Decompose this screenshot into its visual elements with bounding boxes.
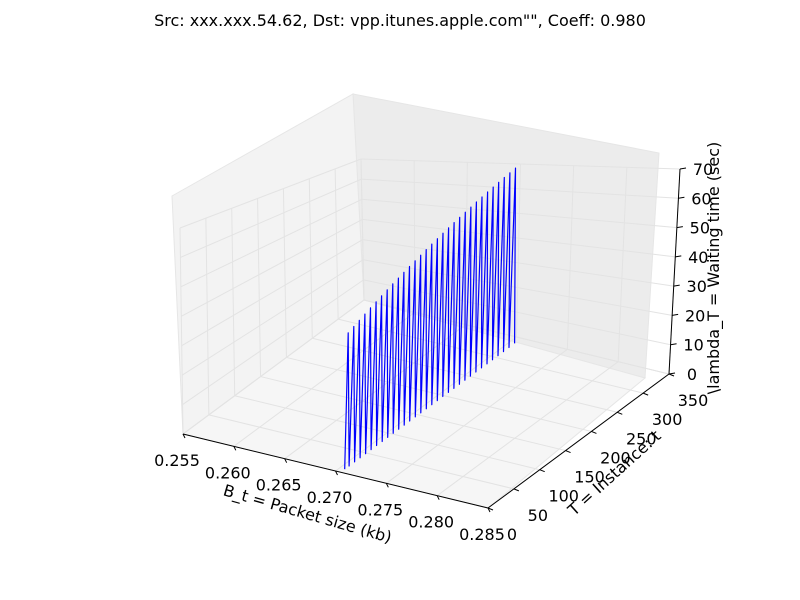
z-grid-line-left <box>180 198 363 288</box>
z-grid-line-back <box>361 178 679 199</box>
y-tick-label: 150 <box>574 468 605 487</box>
z-tick-mark <box>673 284 680 287</box>
z-tick-label: 0 <box>687 365 697 384</box>
x-grid-line-wall <box>566 165 575 350</box>
y-tick-label: 250 <box>626 429 657 448</box>
x-tick-mark <box>284 458 288 463</box>
x-grid-line-floor <box>386 348 568 484</box>
z-tick-mark <box>679 167 687 170</box>
z-grid-line-back <box>362 218 676 258</box>
y-tick-mark <box>513 488 520 492</box>
z-tick-mark <box>675 255 682 258</box>
z-axis-label: \lambda_T = Waiting time (sec) <box>704 142 724 395</box>
z-grid-line-left <box>182 279 364 405</box>
y-tick-mark <box>539 469 545 473</box>
y-tick-label: 50 <box>528 506 548 525</box>
z-tick-mark <box>672 313 679 316</box>
z-grid-line-back <box>362 239 674 287</box>
y-grid-line-floor <box>260 376 566 452</box>
x-grid-line-wall <box>465 162 468 325</box>
x-tick-label: 0.255 <box>154 451 200 470</box>
y-tick-mark <box>591 430 597 434</box>
y-tick-mark <box>642 392 649 396</box>
x-tick-label: 0.260 <box>205 463 251 482</box>
y-grid-line-wall <box>360 158 365 301</box>
y-grid-line-wall <box>179 227 184 435</box>
chart-title: Src: xxx.xxx.54.62, Dst: vpp.itunes.appl… <box>154 11 646 30</box>
z-tick-label: 10 <box>683 336 703 355</box>
x-grid-line-wall <box>617 167 628 362</box>
z-grid-line-left <box>180 178 362 258</box>
x-tick-label: 0.275 <box>357 500 403 519</box>
y-grid-line-wall <box>308 178 313 339</box>
z-grid-line-back <box>360 158 681 170</box>
y-grid-line-wall <box>257 198 262 377</box>
x-tick-label: 0.285 <box>459 525 505 544</box>
z-grid-line-left <box>182 299 365 435</box>
x-grid-line-floor <box>436 361 619 497</box>
y-grid-line-wall <box>231 208 236 396</box>
z-tick-label: 60 <box>691 189 711 208</box>
series-group <box>344 167 517 470</box>
z-tick-mark <box>670 343 677 346</box>
y-tick-mark <box>487 507 494 511</box>
x-tick-label: 0.270 <box>307 488 353 507</box>
y-tick-label: 200 <box>600 448 631 467</box>
y-tick-label: 0 <box>507 525 517 544</box>
x-grid-line-wall <box>516 163 521 338</box>
y-tick-label: 350 <box>678 391 709 410</box>
x-grid-line-floor <box>284 324 466 460</box>
y-grid-line-wall <box>205 218 210 415</box>
y-tick-mark <box>565 450 571 454</box>
z-grid-line-left <box>181 259 364 376</box>
z-tick-label: 20 <box>685 306 705 325</box>
x-tick-mark <box>385 483 389 488</box>
x-tick-mark <box>335 470 338 476</box>
y-grid-line-floor <box>286 356 592 432</box>
z-grid-line-back <box>361 198 677 229</box>
z-grid-line-left <box>181 239 363 347</box>
x-tick-mark <box>182 433 186 439</box>
x-grid-line-floor <box>233 311 416 447</box>
z-tick-mark <box>676 226 683 229</box>
x-tick-label: 0.280 <box>408 513 454 532</box>
z-grid-line-left <box>179 158 362 229</box>
z-tick-label: 50 <box>690 219 710 238</box>
y-grid-line-floor <box>208 414 514 490</box>
z-tick-label: 40 <box>688 248 708 267</box>
z-tick-mark <box>668 372 676 375</box>
y-tick-label: 100 <box>548 487 579 506</box>
y-tick-label: 300 <box>652 410 683 429</box>
y-tick-mark <box>617 411 623 415</box>
y-axis-line <box>487 373 670 509</box>
z-tick-label: 70 <box>693 160 713 179</box>
y-grid-line-wall <box>282 188 287 358</box>
x-tick-mark <box>233 446 237 451</box>
y-grid-line-floor <box>338 318 644 394</box>
z-axis-ticks: 0 10 20 30 40 50 60 70 <box>668 160 713 384</box>
x-tick-mark <box>436 495 440 500</box>
z-axis-line <box>668 168 681 375</box>
z-tick-mark <box>678 196 685 199</box>
y-grid-line-wall <box>334 168 339 320</box>
z-tick-label: 30 <box>687 277 707 296</box>
x-tick-label: 0.265 <box>256 476 302 495</box>
z-grid-line-left <box>181 218 363 317</box>
series-line <box>344 167 517 470</box>
